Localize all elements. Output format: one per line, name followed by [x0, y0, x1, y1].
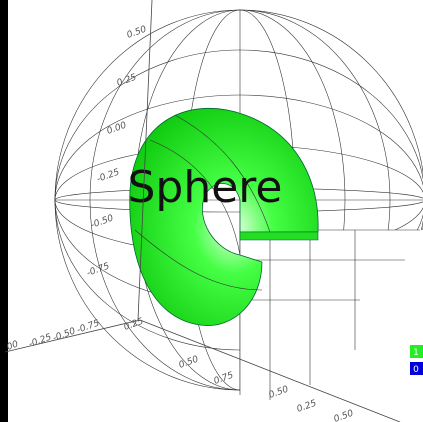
left-border: [0, 0, 8, 422]
legend-label: 0: [413, 365, 419, 375]
legend-swatch: [410, 345, 423, 358]
object-label: Sphere: [127, 162, 282, 213]
axis-tick-label: 00: [6, 339, 20, 352]
right-axis: [139, 319, 401, 422]
legend-swatch: [410, 362, 423, 375]
left-axis: [4, 319, 141, 353]
inner-shell: [129, 107, 319, 326]
vertical-axis: [137, 0, 153, 321]
legend-label: 1: [413, 348, 419, 358]
